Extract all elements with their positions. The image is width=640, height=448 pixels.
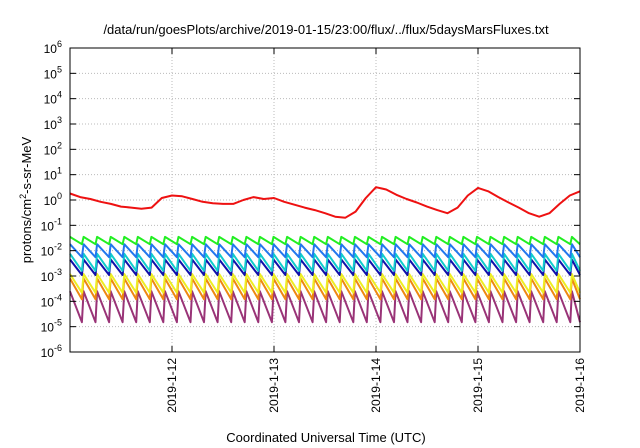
y-tick-exponent: 0 bbox=[57, 191, 62, 201]
y-tick-exponent: 4 bbox=[57, 90, 62, 100]
y-tick-label: 102 bbox=[44, 140, 62, 157]
y-tick-label: 103 bbox=[44, 115, 62, 132]
y-axis-label: protons/cm2-s-sr-MeV bbox=[18, 136, 34, 263]
y-tick-exponent: -3 bbox=[54, 267, 62, 277]
series-line bbox=[69, 235, 581, 246]
y-axis-label-main: protons/cm bbox=[19, 199, 34, 263]
y-tick-label: 10-1 bbox=[41, 216, 62, 233]
y-tick-exponent: 6 bbox=[57, 39, 62, 49]
y-tick-base: 10 bbox=[44, 143, 58, 157]
y-tick-label: 101 bbox=[44, 166, 62, 183]
y-axis-ticks: 10-610-510-410-310-210-11001011021031041… bbox=[41, 39, 580, 360]
y-tick-base: 10 bbox=[41, 321, 55, 335]
y-tick-base: 10 bbox=[41, 346, 55, 360]
series-line bbox=[69, 186, 581, 219]
y-tick-label: 10-4 bbox=[41, 292, 62, 309]
y-tick-base: 10 bbox=[41, 219, 55, 233]
series-line bbox=[69, 252, 581, 272]
series-line bbox=[69, 290, 581, 324]
y-tick-base: 10 bbox=[44, 118, 58, 132]
x-axis-label: Coordinated Universal Time (UTC) bbox=[226, 430, 425, 445]
x-axis-ticks: 2019-1-12 2019-1-13 2019-1-14 2019-1-15 2019… bbox=[165, 48, 587, 413]
y-axis-label-sup: 2 bbox=[18, 194, 28, 199]
y-tick-base: 10 bbox=[44, 42, 58, 56]
y-tick-label: 10-5 bbox=[41, 318, 62, 335]
y-tick-label: 106 bbox=[44, 39, 62, 56]
y-tick-exponent: -1 bbox=[54, 216, 62, 226]
y-tick-exponent: 3 bbox=[57, 115, 62, 125]
y-axis-label-rest: -s-sr-MeV bbox=[19, 136, 34, 193]
y-tick-exponent: -6 bbox=[54, 343, 62, 353]
x-tick-label: 2019-1-16 bbox=[573, 358, 587, 413]
y-tick-label: 10-2 bbox=[41, 242, 62, 259]
y-tick-exponent: -2 bbox=[54, 242, 62, 252]
y-tick-exponent: -5 bbox=[54, 318, 62, 328]
y-tick-base: 10 bbox=[44, 169, 58, 183]
y-tick-exponent: 2 bbox=[57, 140, 62, 150]
series-line bbox=[69, 243, 581, 259]
x-tick-label: 2019-1-12 bbox=[165, 358, 179, 413]
y-tick-base: 10 bbox=[44, 67, 58, 81]
y-tick-base: 10 bbox=[41, 295, 55, 309]
data-series bbox=[69, 186, 581, 324]
series-line bbox=[69, 273, 581, 294]
y-tick-base: 10 bbox=[44, 93, 58, 107]
y-tick-base: 10 bbox=[41, 270, 55, 284]
x-tick-label: 2019-1-14 bbox=[369, 358, 383, 413]
y-tick-label: 104 bbox=[44, 90, 62, 107]
y-tick-exponent: 5 bbox=[57, 64, 62, 74]
y-tick-exponent: 1 bbox=[57, 166, 62, 176]
y-tick-label: 10-3 bbox=[41, 267, 62, 284]
y-tick-label: 105 bbox=[44, 64, 62, 81]
y-tick-base: 10 bbox=[41, 245, 55, 259]
y-tick-exponent: -4 bbox=[54, 292, 62, 302]
x-tick-label: 2019-1-13 bbox=[267, 358, 281, 413]
y-tick-base: 10 bbox=[44, 194, 58, 208]
y-tick-label: 100 bbox=[44, 191, 62, 208]
y-tick-label: 10-6 bbox=[41, 343, 62, 360]
x-tick-label: 2019-1-15 bbox=[471, 358, 485, 413]
chart-title: /data/run/goesPlots/archive/2019-01-15/2… bbox=[103, 22, 549, 37]
